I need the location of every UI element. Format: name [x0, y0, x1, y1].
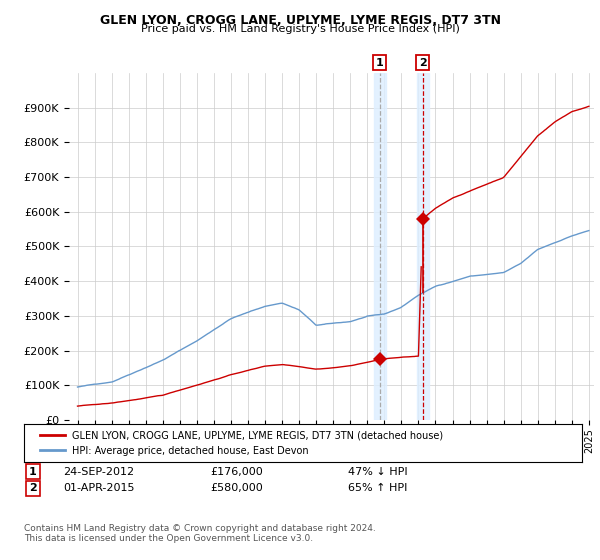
Bar — [417, 73, 428, 420]
Text: Contains HM Land Registry data © Crown copyright and database right 2024.
This d: Contains HM Land Registry data © Crown c… — [24, 524, 376, 543]
Text: GLEN LYON, CROGG LANE, UPLYME, LYME REGIS, DT7 3TN: GLEN LYON, CROGG LANE, UPLYME, LYME REGI… — [100, 14, 500, 27]
Text: 1: 1 — [29, 466, 37, 477]
Text: £580,000: £580,000 — [210, 483, 263, 493]
Text: 01-APR-2015: 01-APR-2015 — [63, 483, 134, 493]
Text: £176,000: £176,000 — [210, 466, 263, 477]
Legend: GLEN LYON, CROGG LANE, UPLYME, LYME REGIS, DT7 3TN (detached house), HPI: Averag: GLEN LYON, CROGG LANE, UPLYME, LYME REGI… — [34, 424, 449, 461]
Text: Price paid vs. HM Land Registry's House Price Index (HPI): Price paid vs. HM Land Registry's House … — [140, 24, 460, 34]
Text: 24-SEP-2012: 24-SEP-2012 — [63, 466, 134, 477]
Text: 47% ↓ HPI: 47% ↓ HPI — [348, 466, 407, 477]
Text: 1: 1 — [376, 58, 383, 68]
Bar — [374, 73, 386, 420]
Text: 2: 2 — [29, 483, 37, 493]
Text: 2: 2 — [419, 58, 427, 68]
Text: 65% ↑ HPI: 65% ↑ HPI — [348, 483, 407, 493]
